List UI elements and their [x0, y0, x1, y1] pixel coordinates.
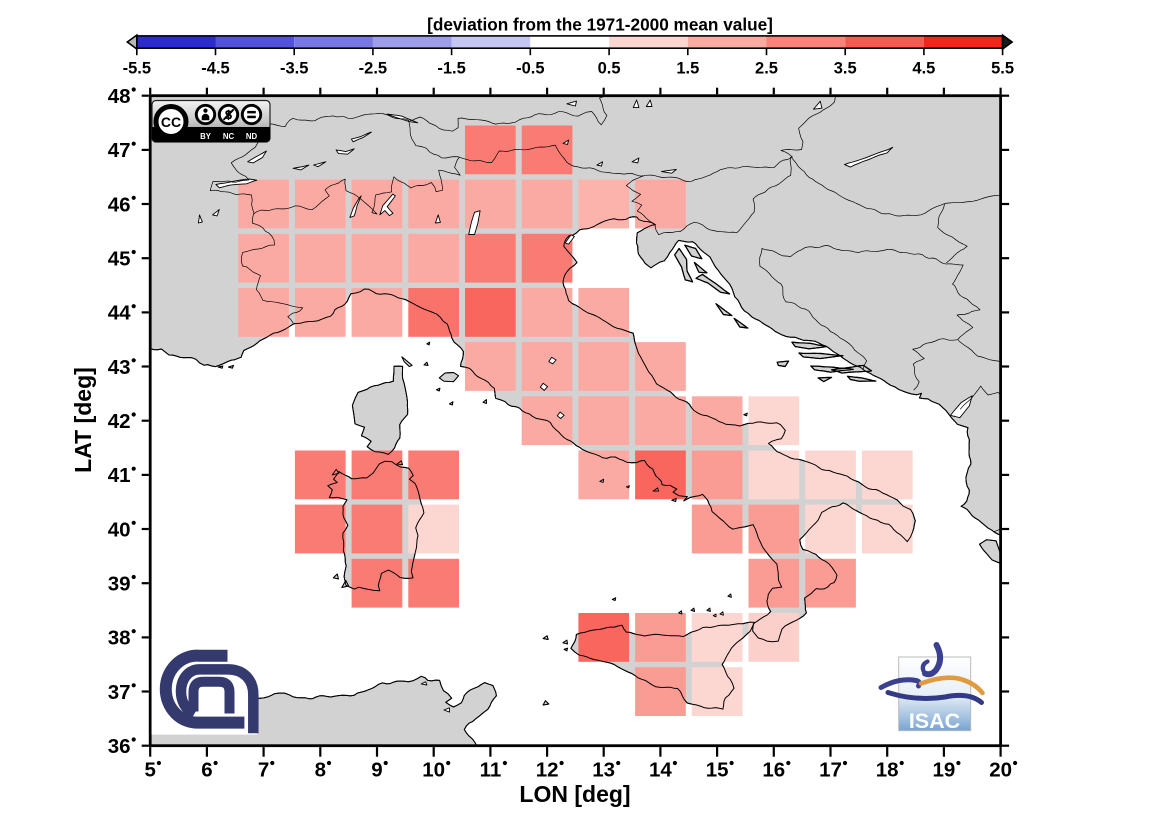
svg-text:2.5: 2.5 [755, 60, 778, 78]
svg-text:4.5: 4.5 [912, 60, 935, 78]
svg-text:LAT [deg]: LAT [deg] [70, 367, 96, 473]
svg-text:47: 47 [108, 139, 131, 162]
svg-text:37: 37 [108, 681, 131, 704]
svg-text:ND: ND [246, 132, 258, 141]
svg-text:13: 13 [592, 759, 615, 782]
svg-text:40: 40 [108, 518, 131, 541]
svg-text:CC: CC [161, 114, 181, 130]
svg-text:45: 45 [108, 248, 131, 271]
svg-text:18: 18 [876, 759, 899, 782]
svg-text:NC: NC [223, 132, 235, 141]
svg-text:44: 44 [108, 302, 131, 325]
svg-text:0.5: 0.5 [598, 60, 621, 78]
svg-text:9: 9 [371, 759, 382, 782]
svg-text:20: 20 [989, 759, 1012, 782]
svg-text:14: 14 [649, 759, 672, 782]
svg-text:8: 8 [315, 759, 326, 782]
svg-text:16: 16 [762, 759, 785, 782]
svg-text:36: 36 [108, 735, 131, 758]
svg-text:3.5: 3.5 [834, 60, 857, 78]
svg-text:5: 5 [144, 759, 155, 782]
svg-text:-0.5: -0.5 [516, 60, 544, 78]
svg-text:19: 19 [932, 759, 955, 782]
svg-text:1.5: 1.5 [676, 60, 699, 78]
svg-text:5.5: 5.5 [991, 60, 1014, 78]
svg-text:12: 12 [536, 759, 559, 782]
svg-text:ISAC: ISAC [909, 709, 960, 733]
svg-text:[deviation from the 1971-2000: [deviation from the 1971-2000 mean value… [427, 15, 773, 35]
svg-text:BY: BY [200, 132, 212, 141]
svg-text:6: 6 [201, 759, 212, 782]
svg-text:42: 42 [108, 410, 131, 433]
svg-text:43: 43 [108, 356, 131, 379]
svg-text:-3.5: -3.5 [280, 60, 308, 78]
svg-text:11: 11 [480, 759, 502, 782]
svg-text:-5.5: -5.5 [123, 60, 151, 78]
svg-text:38: 38 [108, 627, 131, 650]
svg-text:7: 7 [258, 759, 269, 782]
svg-text:39: 39 [108, 573, 131, 596]
svg-text:LON [deg]: LON [deg] [519, 781, 630, 807]
svg-text:46: 46 [108, 193, 131, 216]
svg-text:10: 10 [422, 759, 445, 782]
svg-text:41: 41 [108, 464, 131, 487]
svg-text:-4.5: -4.5 [201, 60, 229, 78]
svg-text:15: 15 [706, 759, 729, 782]
svg-text:-2.5: -2.5 [359, 60, 387, 78]
svg-text:48: 48 [108, 85, 131, 108]
svg-text:17: 17 [819, 759, 842, 782]
svg-text:-1.5: -1.5 [437, 60, 465, 78]
